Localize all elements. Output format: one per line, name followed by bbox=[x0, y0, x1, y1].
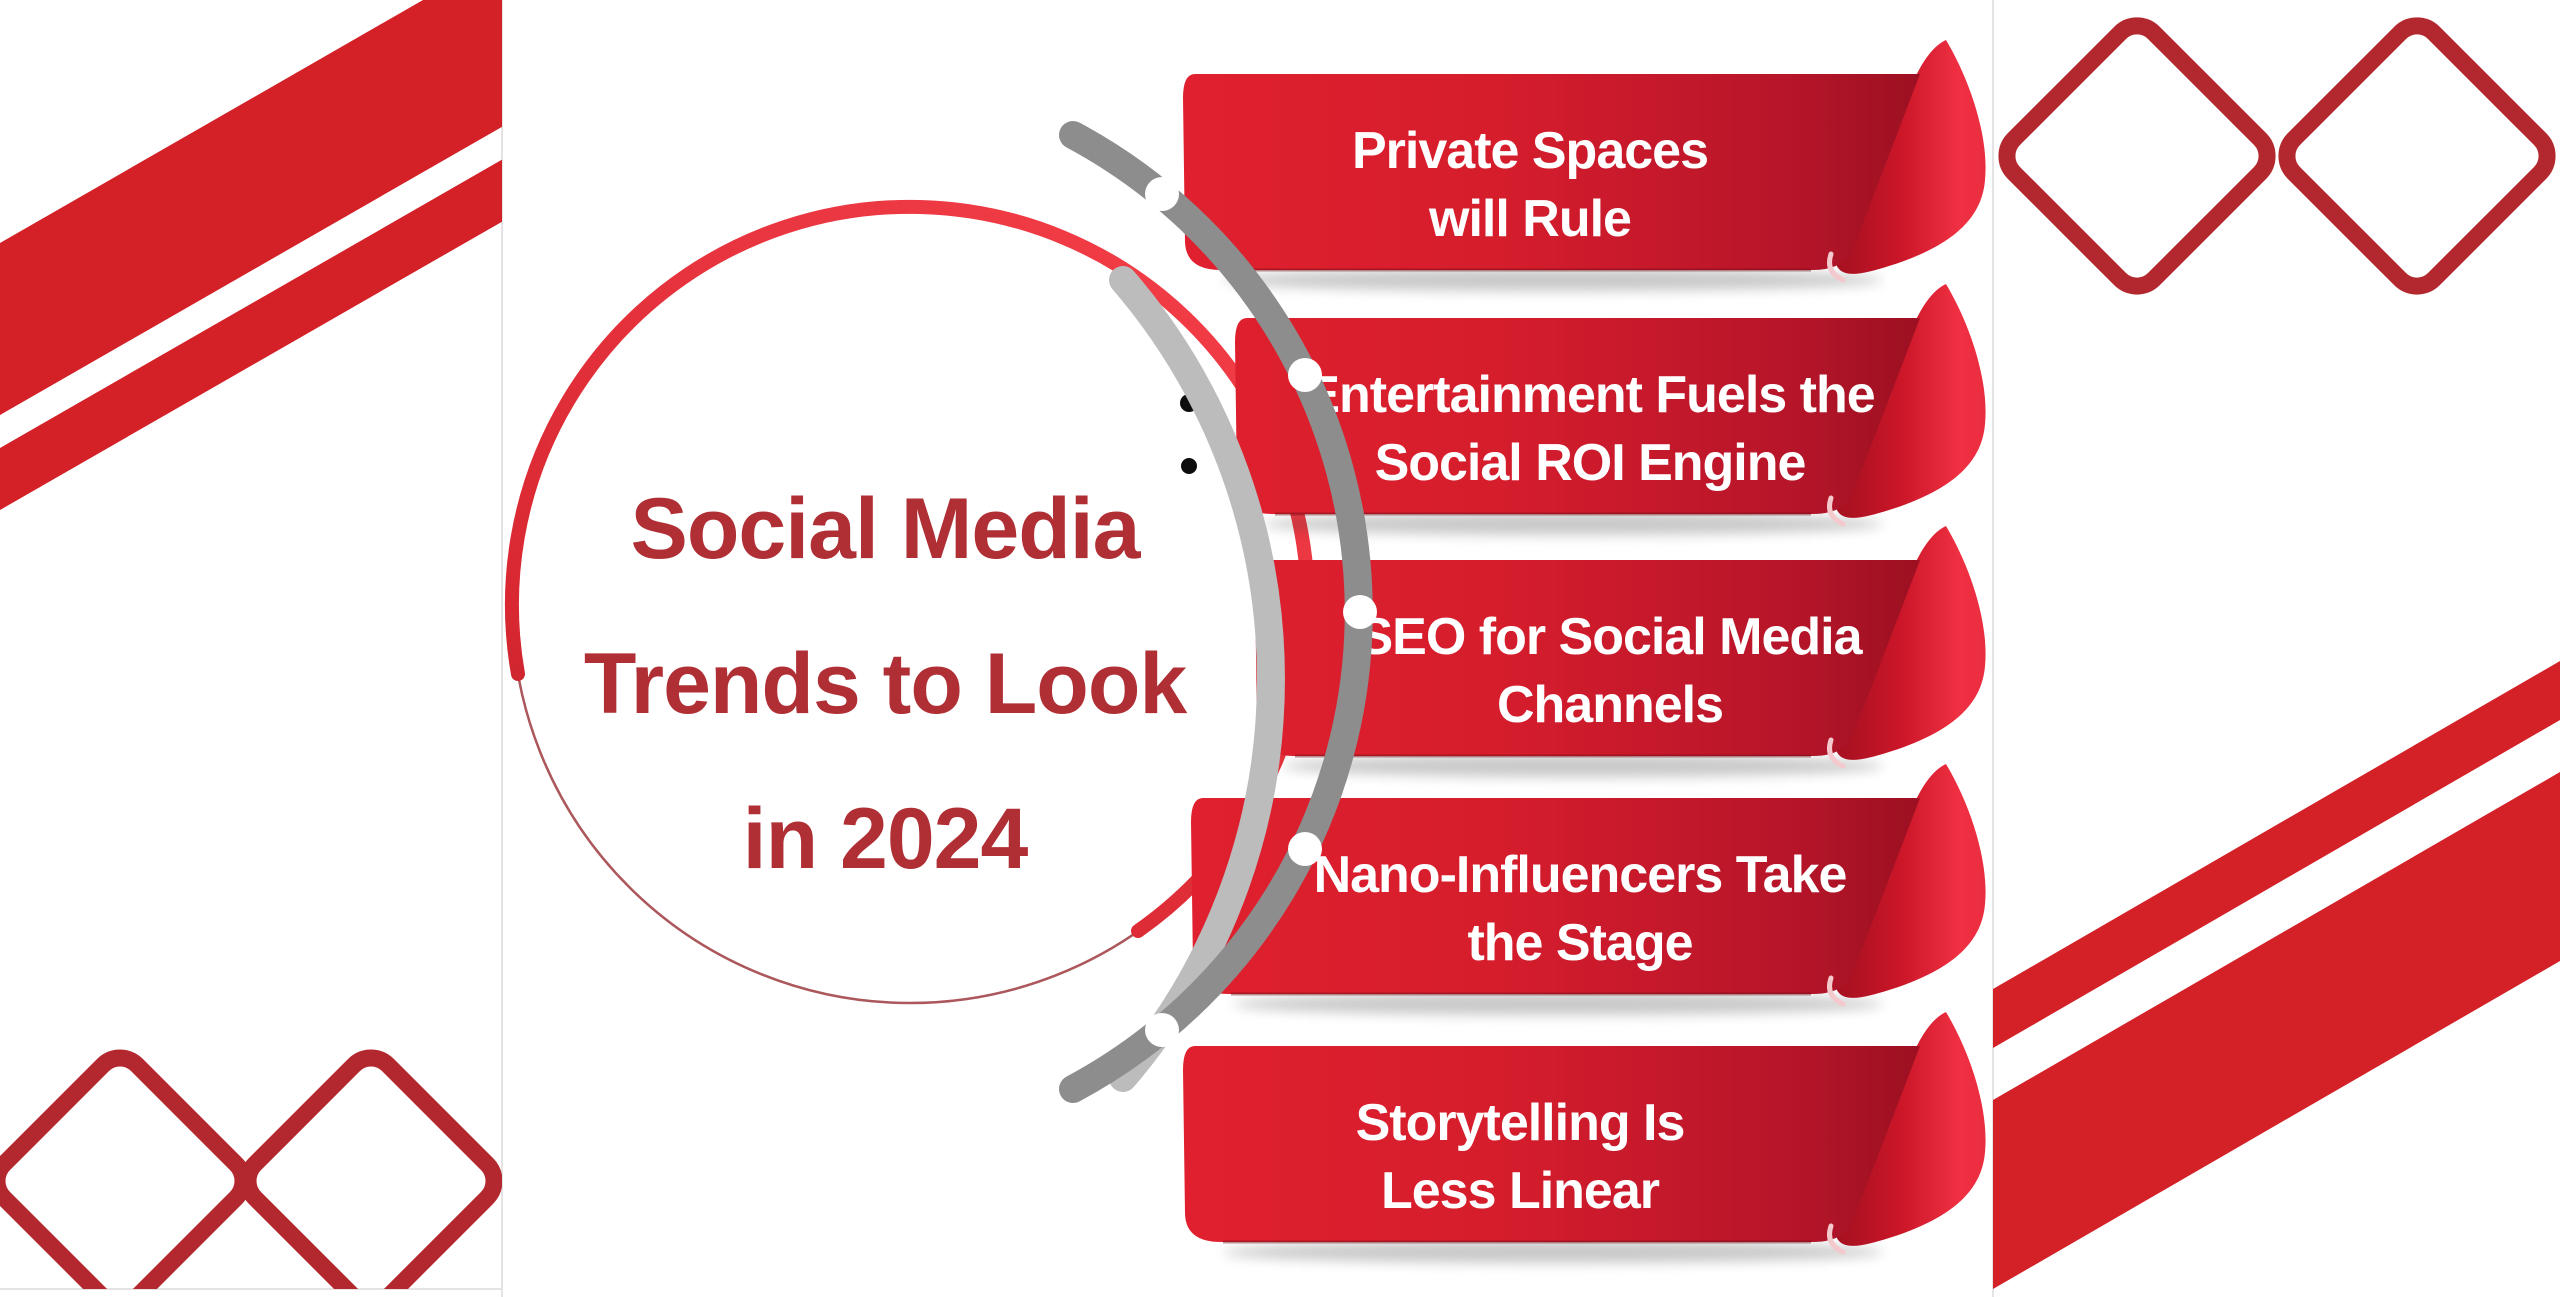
banner-shadow bbox=[1233, 993, 1883, 1015]
corner-stripes-top-left bbox=[0, 0, 502, 1289]
ribbon-roll-highlight bbox=[1827, 737, 1846, 769]
banner-text-line: Social ROI Engine bbox=[1375, 434, 1806, 492]
banner-text-line: Less Linear bbox=[1381, 1162, 1660, 1220]
stripe-narrow-icon bbox=[0, 159, 502, 510]
banner-storytelling: Storytelling Is Less Linear bbox=[1183, 1012, 1986, 1263]
banner-seo-channels: SEO for Social Media Channels bbox=[1255, 526, 1986, 777]
banner-text-line: Nano-Influencers Take bbox=[1314, 846, 1847, 904]
diamond-icon bbox=[2278, 17, 2556, 295]
ribbon-fold-icon bbox=[1835, 1012, 1986, 1246]
bullet-dot-icon bbox=[1181, 458, 1197, 474]
banner-nano-influencers: Nano-Influencers Take the Stage bbox=[1191, 764, 1986, 1015]
ribbon-body bbox=[1183, 74, 1920, 270]
milestone-dot-icon bbox=[1145, 1013, 1179, 1047]
banner-text-line: the Stage bbox=[1467, 914, 1692, 972]
ribbon-body bbox=[1235, 318, 1920, 514]
ribbon-body bbox=[1191, 798, 1920, 994]
ribbon-fold-icon bbox=[1835, 284, 1986, 518]
stripe-narrow-icon bbox=[1993, 661, 2560, 1048]
ribbon-fold-icon bbox=[1835, 764, 1986, 998]
banner-shadow bbox=[1223, 269, 1883, 291]
banner-shadow bbox=[1223, 1241, 1883, 1263]
corner-diamonds-bottom-left bbox=[0, 1049, 502, 1289]
milestone-dot-icon bbox=[1343, 595, 1377, 629]
stripe-wide-icon bbox=[1993, 772, 2560, 1289]
ribbon-roll-highlight bbox=[1827, 251, 1846, 283]
diamond-icon bbox=[239, 1049, 502, 1289]
title-line-3: in 2024 bbox=[743, 791, 1029, 887]
timeline-arc-light bbox=[1109, 266, 1285, 1092]
banner-text-line: SEO for Social Media bbox=[1358, 608, 1863, 666]
banner-private-spaces: Private Spaces will Rule bbox=[1183, 40, 1986, 291]
corner-diamonds-top-right bbox=[1998, 17, 2556, 295]
milestone-dot-icon bbox=[1288, 358, 1322, 392]
banner-text-line: Channels bbox=[1497, 676, 1723, 734]
banner-text-line: Private Spaces bbox=[1352, 122, 1708, 180]
diamond-icon bbox=[1998, 17, 2276, 295]
ribbon-fold-icon bbox=[1835, 40, 1986, 274]
banner-text-line: Entertainment Fuels the bbox=[1305, 366, 1874, 424]
ribbon-body bbox=[1183, 1046, 1920, 1242]
milestone-dot-icon bbox=[1288, 832, 1322, 866]
banner-shadow bbox=[1263, 513, 1883, 535]
title-line-1: Social Media bbox=[631, 481, 1142, 577]
title-line-2: Trends to Look bbox=[584, 636, 1188, 732]
banner-text-line: will Rule bbox=[1428, 190, 1631, 248]
ribbon-roll-highlight bbox=[1827, 1223, 1846, 1255]
ribbon-fold-icon bbox=[1835, 526, 1986, 760]
corner-stripes-bottom-right bbox=[1993, 661, 2560, 1289]
stripe-wide-icon bbox=[0, 0, 502, 415]
page-title: Social Media Trends to Look in 2024 bbox=[584, 481, 1189, 887]
ribbon-body bbox=[1255, 560, 1920, 756]
ribbon-roll-highlight bbox=[1827, 495, 1846, 527]
ribbon-roll-highlight bbox=[1827, 975, 1846, 1007]
banner-shadow bbox=[1283, 755, 1883, 777]
banner-text-line: Storytelling Is bbox=[1356, 1094, 1685, 1152]
banner-entertainment-roi: Entertainment Fuels the Social ROI Engin… bbox=[1235, 284, 1986, 535]
milestone-dot-icon bbox=[1145, 177, 1179, 211]
diamond-icon bbox=[0, 1049, 252, 1289]
